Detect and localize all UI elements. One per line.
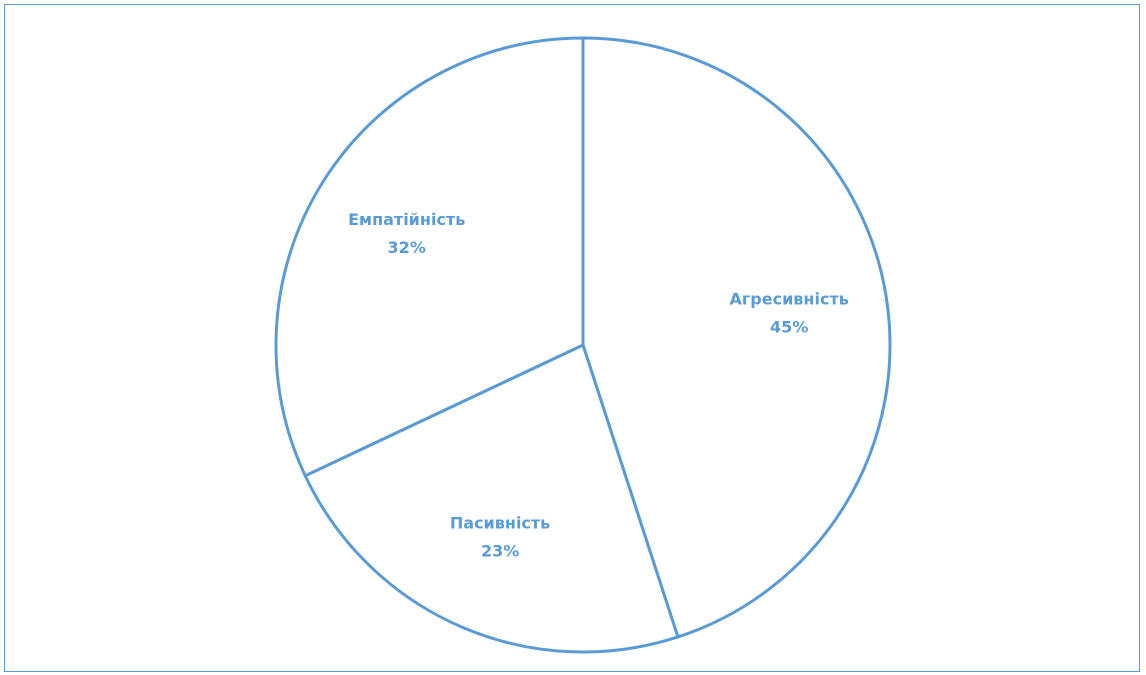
pie-slice-1 (581, 36, 892, 639)
slice-label-group-3: Емпатійність 32% (348, 210, 465, 257)
slice-category-label: Емпатійність (348, 210, 465, 229)
labels-layer: Агресивність 45% Пасивність 23% Емпатійність… (348, 210, 849, 560)
slice-label-group-1: Агресивність 45% (730, 289, 849, 336)
chart-area: Агресивність 45% Пасивність 23% Емпатійність… (4, 4, 1140, 672)
slice-category-label: Пасивність (450, 514, 550, 533)
slices-layer (274, 36, 892, 654)
slice-label-group-2: Пасивність 23% (450, 514, 550, 561)
slice-category-label: Агресивність (730, 289, 849, 308)
pie-slice-3 (274, 36, 585, 478)
slice-value-label: 32% (388, 238, 426, 257)
pie-chart: Агресивність 45% Пасивність 23% Емпатійність… (274, 36, 892, 654)
pie-slice-2 (303, 342, 680, 654)
slice-value-label: 23% (481, 542, 519, 561)
slice-value-label: 45% (770, 317, 808, 336)
